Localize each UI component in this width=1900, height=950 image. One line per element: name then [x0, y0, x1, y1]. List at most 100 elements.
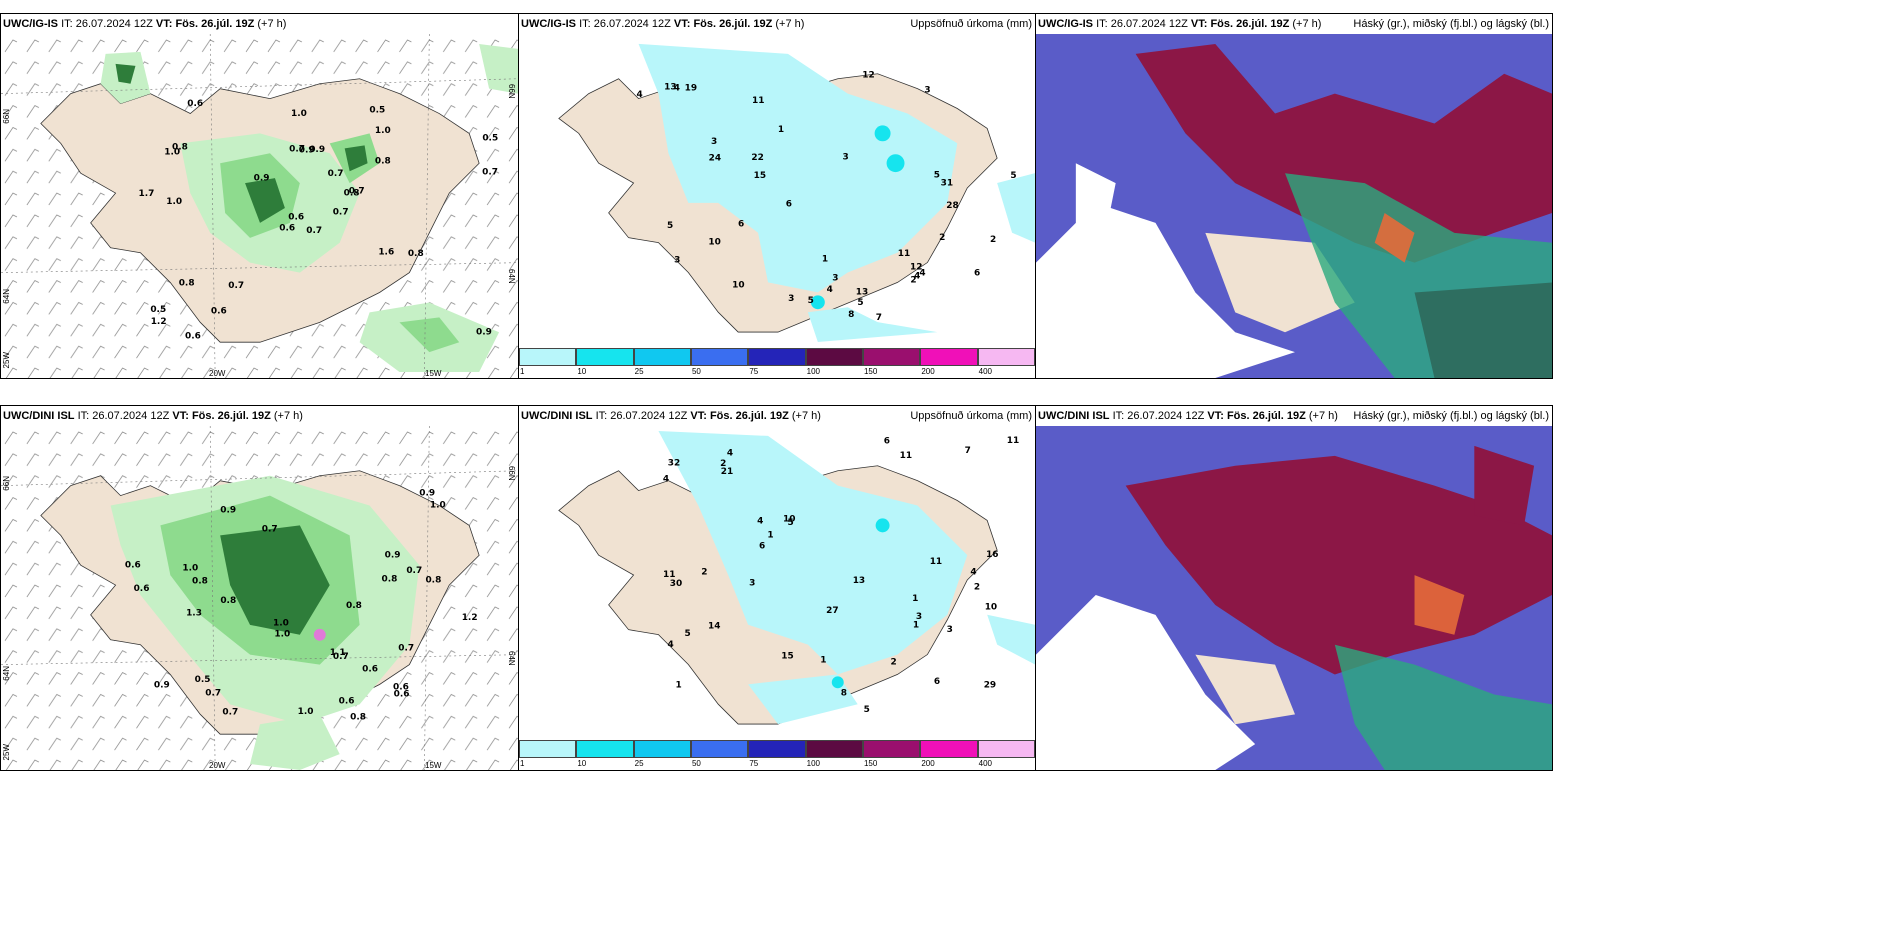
value-label: 6	[884, 437, 890, 447]
value-label: 2	[974, 583, 980, 593]
lead-time: (+7 h)	[1308, 410, 1338, 422]
value-label: 1.2	[462, 613, 478, 623]
value-label: 1	[778, 125, 784, 135]
value-label: 10	[783, 515, 795, 525]
map-cloud-cover	[1036, 34, 1552, 378]
lat-label: 64N	[2, 666, 11, 681]
lat-label: 66N	[507, 84, 516, 99]
colorbar-swatch	[519, 348, 577, 366]
value-label: 16	[986, 550, 998, 560]
colorbar-tick: 75	[749, 367, 759, 376]
value-label: 3	[924, 86, 930, 96]
value-label: 0.9	[385, 551, 401, 561]
value-label: 0.7	[482, 167, 498, 177]
lon-label: 25W	[2, 744, 11, 761]
vt-label: VT:	[172, 410, 189, 422]
valid-time: Fös. 26.júl. 19Z	[191, 410, 271, 422]
panel-title: Uppsöfnuð úrkoma (mm)	[910, 410, 1032, 422]
value-label: 0.8	[350, 713, 366, 723]
lat-label: 66N	[2, 476, 11, 491]
value-label: 0.7	[406, 566, 422, 576]
value-label: 15	[781, 651, 793, 661]
colorbar-tick: 1	[520, 367, 525, 376]
value-label: 22	[751, 153, 763, 163]
value-label: 0.6	[185, 332, 201, 342]
value-label: 0.7	[333, 208, 349, 218]
lon-label: 25W	[2, 352, 11, 369]
value-label: 0.7	[228, 281, 244, 291]
value-label: 3	[843, 153, 849, 163]
value-label: 0.7	[262, 525, 278, 535]
value-label: 1	[912, 594, 918, 604]
panel-title: Uppsöfnuð úrkoma (mm)	[910, 18, 1032, 30]
it-label: IT:	[595, 410, 608, 422]
value-label: 0.6	[187, 99, 203, 109]
lead-time: (+7 h)	[791, 410, 821, 422]
colorbar-swatch	[863, 740, 921, 758]
panel-header: UWC/IG-IS IT: 26.07.2024 12Z VT: Fös. 26…	[1036, 14, 1552, 34]
model-name: UWC/IG-IS	[1038, 18, 1093, 30]
value-label: 0.6	[134, 584, 150, 594]
map-cloud-cover	[1036, 426, 1552, 770]
value-label: 0.7	[349, 186, 365, 196]
lat-label: 66N	[507, 466, 516, 481]
value-label: 5	[934, 171, 940, 181]
value-label: 1.0	[164, 147, 180, 157]
colorbar-swatch	[633, 348, 691, 366]
colorbar: 1 10 25 50 75 100 150 200 400	[519, 740, 1035, 770]
colorbar-swatch	[977, 348, 1035, 366]
value-label: 31	[941, 178, 953, 188]
value-label: 0.6	[125, 560, 141, 570]
value-label: 4	[663, 474, 669, 484]
value-label: 1.0	[273, 618, 289, 628]
value-label: 0.8	[346, 601, 362, 611]
value-label: 29	[984, 681, 996, 691]
value-label: 2	[939, 233, 945, 243]
colorbar-tick: 100	[806, 367, 821, 376]
value-label: 3	[916, 612, 922, 622]
colorbar-swatch	[691, 348, 749, 366]
value-label: 11	[898, 249, 910, 259]
init-time: 26.07.2024 12Z	[593, 18, 671, 30]
colorbar-tick: 1	[520, 759, 525, 768]
value-label: 0.7	[205, 689, 221, 699]
model-name: UWC/IG-IS	[3, 18, 58, 30]
value-label: 5	[787, 518, 793, 528]
value-label: 1.6	[378, 247, 394, 257]
panel-header: UWC/DINI ISL IT: 26.07.2024 12Z VT: Fös.…	[1036, 406, 1552, 426]
value-label: 0.7	[333, 652, 349, 662]
value-label: 12	[910, 262, 922, 272]
value-label: 0.8	[179, 279, 195, 289]
panel-top-mid-accum-precip: UWC/IG-IS IT: 26.07.2024 12Z VT: Fös. 26…	[518, 13, 1036, 379]
value-label: 0.7	[222, 708, 238, 718]
value-label: 0.9	[309, 145, 325, 155]
model-name: UWC/DINI ISL	[1038, 410, 1110, 422]
value-label: 11	[752, 96, 764, 106]
colorbar: 1 10 25 50 75 100 150 200 400	[519, 348, 1035, 378]
value-label: 2	[701, 568, 707, 578]
value-label: 6	[934, 677, 940, 687]
value-label: 4	[674, 84, 680, 94]
it-label: IT:	[579, 18, 591, 30]
value-label: 0.5	[195, 675, 211, 685]
value-label: 5	[667, 221, 673, 231]
colorbar-swatch	[633, 740, 691, 758]
lat-label: 66N	[2, 109, 11, 124]
value-label: 3	[674, 256, 680, 266]
value-label: 13	[664, 83, 676, 93]
panel-title: Háský (gr.), miðský (fj.bl.) og lágský (…	[1353, 18, 1549, 30]
value-label: 0.8	[375, 156, 391, 166]
colorbar-tick: 200	[921, 367, 935, 376]
value-label: 6	[786, 199, 792, 209]
value-label: 4	[637, 90, 643, 100]
colorbar-swatch	[576, 740, 634, 758]
value-label: 0.7	[289, 144, 305, 154]
value-label: 4	[727, 448, 733, 458]
init-time: 26.07.2024 12Z	[75, 18, 153, 30]
lat-label: 64N	[2, 289, 11, 304]
value-label: 5	[685, 629, 691, 639]
panel-bot-mid-accum-precip: UWC/DINI ISL IT: 26.07.2024 12Z VT: Fös.…	[518, 405, 1036, 771]
value-label: 1	[675, 680, 681, 690]
colorbar-swatch	[977, 740, 1035, 758]
colorbar-swatch	[691, 740, 749, 758]
